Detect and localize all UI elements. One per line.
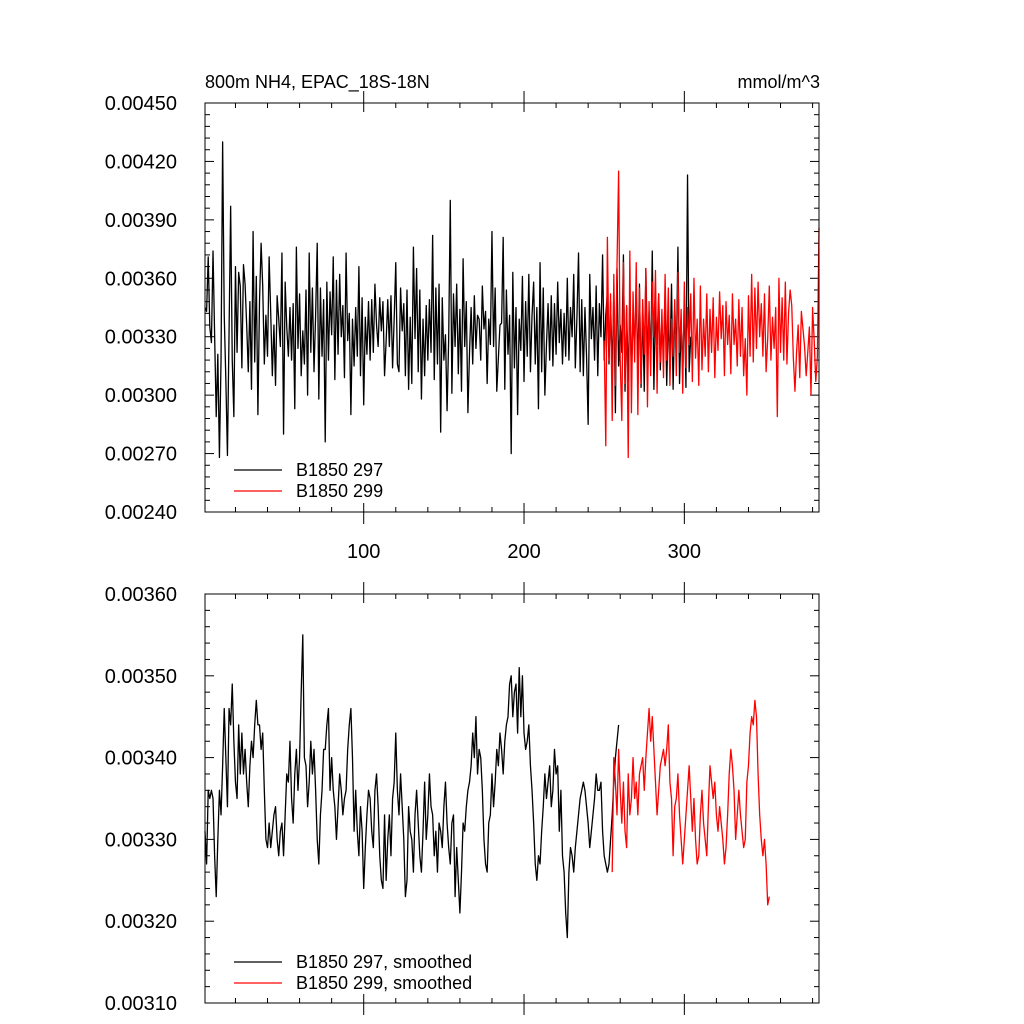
bottom-y-tick-label: 0.00310	[105, 993, 177, 1015]
top-y-tick-label: 0.00390	[105, 210, 177, 232]
top-y-tick-label: 0.00420	[105, 151, 177, 173]
bottom-x-ticks	[234, 582, 814, 1015]
bottom-legend-label-2: B1850 299, smoothed	[296, 973, 472, 993]
bottom-y-ticks: 0.00310 0.00320 0.00330 0.00340 0.00350 0.003…	[105, 584, 819, 1015]
top-series-line-2	[603, 170, 820, 459]
bottom-series-line-1	[204, 634, 620, 939]
top-legend-label-2: B1850 299	[296, 481, 383, 501]
bottom-series-line-2	[611, 699, 770, 906]
bottom-y-tick-label: 0.00320	[105, 911, 177, 933]
bottom-y-tick-label: 0.00360	[105, 584, 177, 606]
top-legend-label-1: B1850 297	[296, 460, 383, 480]
top-y-tick-label: 0.00300	[105, 385, 177, 407]
top-x-tick-label: 300	[668, 541, 701, 563]
top-y-tick-label: 0.00240	[105, 502, 177, 524]
bottom-legend-label-1: B1850 297, smoothed	[296, 952, 472, 972]
bottom-panel: 0.00310 0.00320 0.00330 0.00340 0.00350 0.003…	[105, 582, 820, 1015]
top-y-tick-label: 0.00270	[105, 444, 177, 466]
top-y-tick-label: 0.00330	[105, 327, 177, 349]
bottom-y-tick-label: 0.00340	[105, 748, 177, 770]
top-x-tick-label: 100	[347, 541, 380, 563]
top-plot-frame	[204, 102, 820, 513]
top-x-tick-label: 200	[507, 541, 540, 563]
top-y-tick-label: 0.00450	[105, 93, 177, 115]
top-panel-title: 800m NH4, EPAC_18S-18N	[205, 72, 430, 93]
bottom-y-tick-label: 0.00330	[105, 829, 177, 851]
bottom-series-group	[204, 634, 770, 939]
top-x-ticks: 100 200 300	[234, 91, 814, 563]
bottom-legend: B1850 297, smoothed B1850 299, smoothed	[234, 952, 472, 993]
top-y-tick-label: 0.00360	[105, 268, 177, 290]
bottom-y-tick-label: 0.00350	[105, 666, 177, 688]
top-panel: 800m NH4, EPAC_18S-18N mmol/m^3 0.002400…	[105, 72, 820, 563]
top-legend: B1850 297 B1850 299	[234, 460, 383, 501]
top-panel-units: mmol/m^3	[738, 72, 820, 92]
top-y-ticks: 0.00240 0.00270 0.00300 0.00330 0.00360 0.003…	[105, 93, 819, 524]
top-series-group	[204, 141, 820, 459]
bottom-plot-frame	[204, 593, 820, 1004]
